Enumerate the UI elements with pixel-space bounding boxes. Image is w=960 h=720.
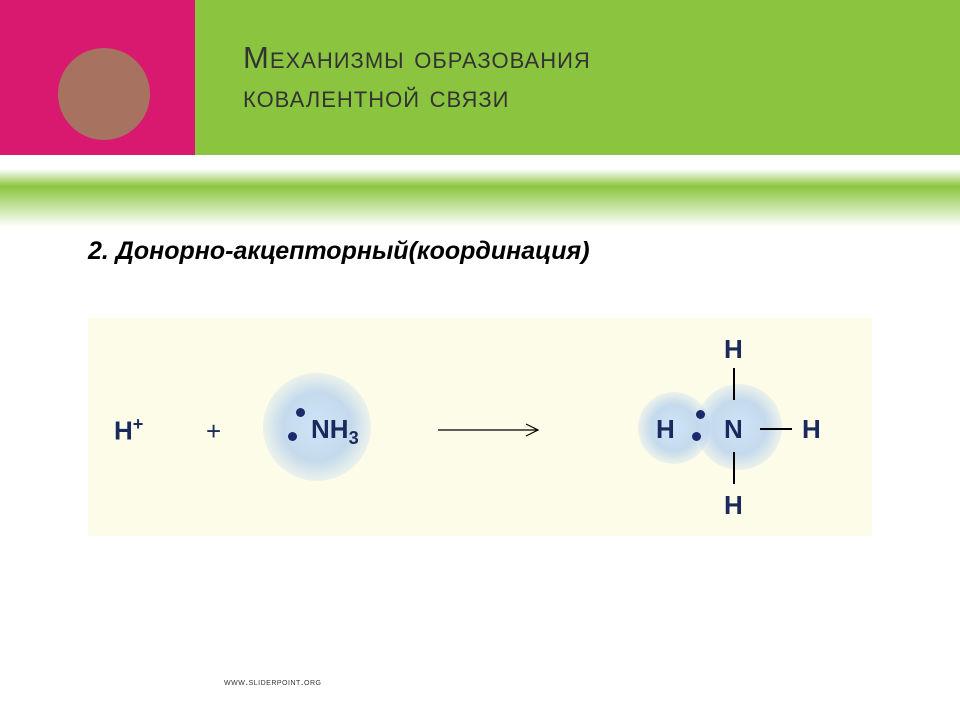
electron-dot	[288, 432, 297, 441]
product-h-bottom: H	[724, 490, 743, 521]
plus-operator: +	[206, 416, 221, 447]
slide-title: Механизмы образования ковалентной связи	[243, 39, 591, 117]
title-line-1: Механизмы образования	[243, 40, 591, 75]
product-h-left: H	[656, 414, 675, 445]
reactant-h-plus: H+	[114, 414, 143, 447]
bond-bottom	[733, 452, 735, 484]
pink-accent-block	[0, 0, 195, 155]
electron-dot	[296, 408, 305, 417]
bond-right	[760, 428, 792, 430]
product-h-top: H	[724, 334, 743, 365]
footer-url: www.sliderpoint.org	[224, 677, 322, 688]
electron-dot	[696, 410, 705, 419]
reaction-arrow-icon	[438, 420, 548, 440]
gradient-divider	[0, 169, 960, 227]
product-h-right: H	[802, 414, 821, 445]
product-n: N	[724, 414, 743, 445]
reaction-diagram: H+ + NH3 H N H H H	[88, 318, 872, 536]
subtitle: 2. Донорно-акцепторный(координация)	[88, 237, 960, 266]
title-line-2: ковалентной связи	[243, 79, 509, 114]
decorative-circle-icon	[58, 48, 150, 140]
title-block: Механизмы образования ковалентной связи	[195, 0, 960, 155]
electron-dot	[692, 432, 701, 441]
bond-top	[733, 368, 735, 400]
reactant-nh3: NH3	[311, 414, 359, 449]
header-row: Механизмы образования ковалентной связи	[0, 0, 960, 155]
